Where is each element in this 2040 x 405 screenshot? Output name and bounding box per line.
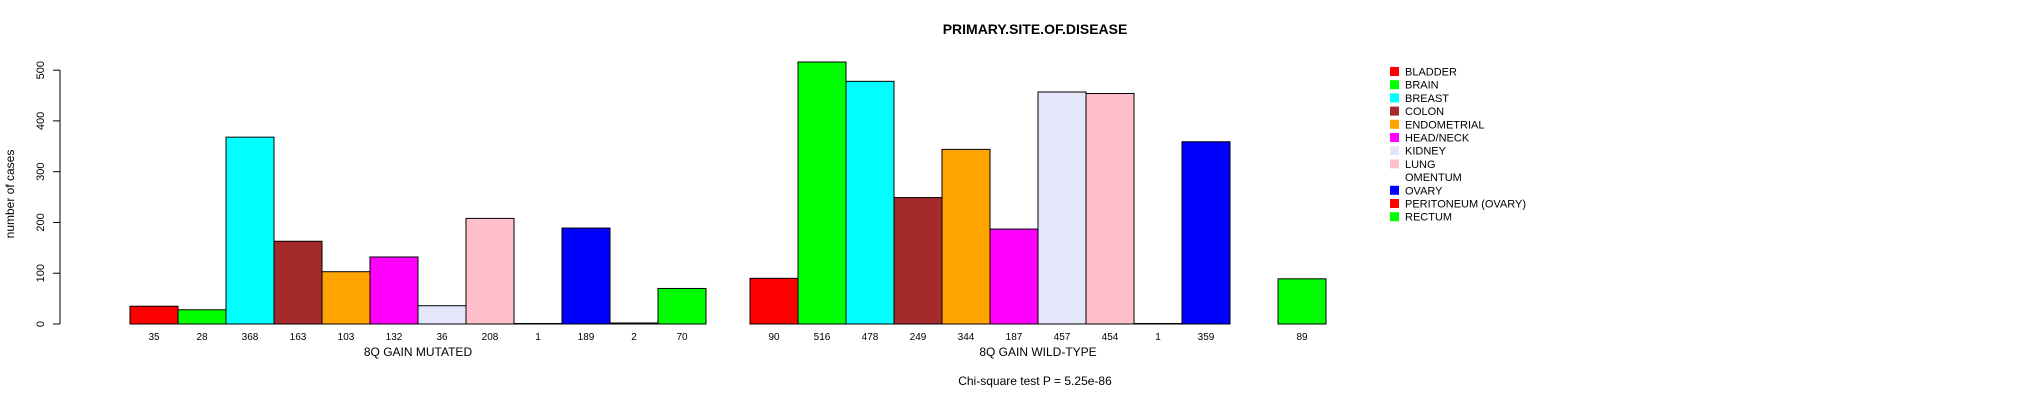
bar-count-label: 132 [386, 332, 403, 343]
bar [561, 227, 611, 325]
y-tick-label: 500 [35, 61, 47, 79]
bar [749, 277, 799, 325]
bar-group: 35 28 368 163 103 132 36 208 1 189 2 70 8Q GAIN MUTA… [129, 136, 707, 359]
legend-label: COLON [1405, 106, 1444, 118]
legend-item: BREAST [1390, 93, 1449, 105]
bar [1277, 278, 1327, 325]
bar [369, 256, 419, 325]
bar [1037, 91, 1087, 325]
legend-label: LUNG [1405, 159, 1436, 171]
legend-swatch [1390, 212, 1399, 222]
bar [513, 322, 563, 325]
bar [1133, 322, 1183, 325]
bar [609, 322, 659, 325]
bar-count-label: 90 [768, 332, 780, 343]
y-tick-label: 400 [35, 112, 47, 130]
y-tick-label: 200 [35, 213, 47, 231]
bar-count-label: 1 [1155, 332, 1161, 343]
bar [225, 136, 275, 325]
bar-count-label: 457 [1054, 332, 1071, 343]
bar [465, 217, 515, 325]
bar-count-label: 516 [814, 332, 831, 343]
bar-count-label: 189 [578, 332, 595, 343]
y-axis-label: number of cases [3, 150, 17, 239]
bar-count-label: 28 [196, 332, 208, 343]
legend-swatch [1390, 199, 1399, 208]
chi-square-footer: Chi-square test P = 5.25e-86 [958, 374, 1112, 388]
legend-swatch [1390, 93, 1399, 103]
bar-count-label: 2 [631, 332, 637, 343]
group-label: 8Q GAIN MUTATED [364, 345, 473, 359]
y-tick-label: 300 [35, 163, 47, 181]
legend-label: BLADDER [1405, 67, 1457, 79]
bar-count-label: 89 [1296, 332, 1308, 343]
bar-count-label: 344 [958, 332, 975, 343]
bar-count-label: 70 [676, 332, 688, 343]
bar [273, 240, 323, 325]
legend-label: HEAD/NECK [1405, 133, 1470, 145]
bar-count-label: 103 [338, 332, 355, 343]
bar-group: 90 516 478 249 344 187 457 454 1 359 89 8Q GAIN WIL… [749, 61, 1327, 359]
bar [1085, 93, 1135, 325]
legend-label: BREAST [1405, 93, 1449, 105]
legend-item: OMENTUM [1405, 172, 1462, 184]
legend-label: RECTUM [1405, 212, 1452, 224]
legend-swatch [1390, 80, 1399, 90]
bar-count-label: 35 [148, 332, 160, 343]
chart-title: PRIMARY.SITE.OF.DISEASE [943, 21, 1128, 37]
legend-swatch [1390, 146, 1399, 156]
legend-item: RECTUM [1390, 212, 1452, 224]
legend-label: BRAIN [1405, 80, 1439, 92]
bar-count-label: 36 [436, 332, 448, 343]
legend-swatch [1390, 159, 1399, 169]
bar [177, 309, 227, 325]
y-tick-label: 100 [35, 264, 47, 282]
bar-count-label: 249 [910, 332, 927, 343]
bar-count-label: 359 [1198, 332, 1215, 343]
bar [797, 61, 847, 325]
legend-item: BRAIN [1390, 80, 1439, 92]
legend-item: PERITONEUM (OVARY) [1390, 199, 1526, 211]
legend-item: COLON [1390, 106, 1444, 118]
legend-label: PERITONEUM (OVARY) [1405, 199, 1526, 211]
bar [417, 305, 467, 325]
bar-count-label: 478 [862, 332, 879, 343]
legend-label: OVARY [1405, 185, 1443, 197]
bar [845, 80, 895, 325]
legend-swatch [1390, 106, 1399, 116]
legend-swatch [1390, 133, 1399, 142]
bar [129, 305, 179, 325]
bar-count-label: 368 [242, 332, 259, 343]
bar-count-label: 454 [1102, 332, 1119, 343]
legend-swatch [1390, 67, 1399, 76]
bar [893, 197, 943, 325]
bar [657, 287, 707, 325]
legend-swatch [1390, 185, 1399, 195]
legend-item: KIDNEY [1390, 146, 1447, 158]
bar-count-label: 163 [290, 332, 307, 343]
y-axis: 0 100 200 300 400 500 [35, 61, 61, 327]
y-tick-label: 0 [35, 321, 47, 327]
legend-label: ENDOMETRIAL [1405, 119, 1484, 131]
bar [941, 148, 991, 325]
legend-item: ENDOMETRIAL [1390, 119, 1484, 131]
bar [321, 271, 371, 325]
legend-swatch [1390, 119, 1399, 129]
bar [1181, 141, 1231, 325]
legend-item: LUNG [1390, 159, 1436, 171]
legend-item: OVARY [1390, 185, 1443, 197]
bar-count-label: 208 [482, 332, 499, 343]
legend-label: KIDNEY [1405, 146, 1447, 158]
legend-item: BLADDER [1390, 67, 1457, 79]
legend-label: OMENTUM [1405, 172, 1462, 184]
group-label: 8Q GAIN WILD-TYPE [979, 345, 1096, 359]
bar [989, 228, 1039, 325]
legend-item: HEAD/NECK [1390, 133, 1470, 145]
bar-count-label: 1 [535, 332, 541, 343]
bar-count-label: 187 [1006, 332, 1023, 343]
